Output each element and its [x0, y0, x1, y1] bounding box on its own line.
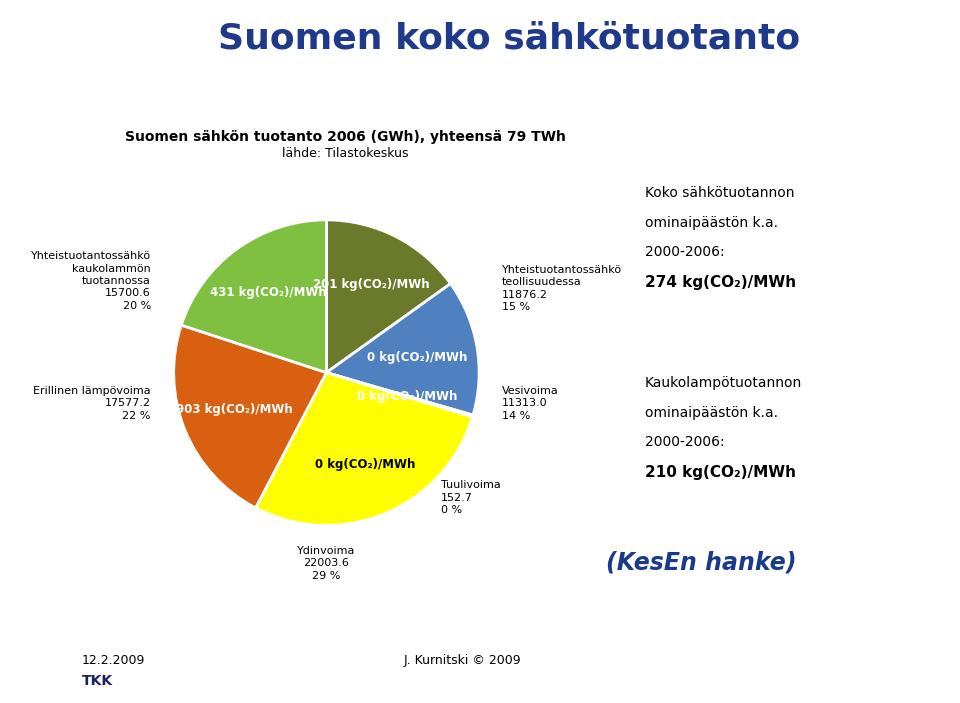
Text: 201 kg(CO₂)/MWh: 201 kg(CO₂)/MWh — [314, 278, 430, 291]
Text: (KesEn hanke): (KesEn hanke) — [606, 550, 796, 574]
Text: Suomen koko sähkötuotanto: Suomen koko sähkötuotanto — [218, 22, 800, 56]
Wedge shape — [326, 373, 473, 417]
Text: 431 kg(CO₂)/MWh: 431 kg(CO₂)/MWh — [209, 285, 326, 299]
Text: 2000-2006:: 2000-2006: — [645, 245, 725, 259]
Text: Tuulivoima
152.7
0 %: Tuulivoima 152.7 0 % — [441, 480, 501, 515]
Text: 0 kg(CO₂)/MWh: 0 kg(CO₂)/MWh — [367, 351, 467, 363]
Text: ominaipäästön k.a.: ominaipäästön k.a. — [645, 406, 779, 420]
Text: 12.2.2009: 12.2.2009 — [82, 654, 145, 667]
Text: 2000-2006:: 2000-2006: — [645, 435, 725, 449]
Text: Erillinen lämpövoima
17577.2
22 %: Erillinen lämpövoima 17577.2 22 % — [34, 386, 151, 420]
Wedge shape — [326, 283, 479, 415]
Text: Suomen sähkön tuotanto 2006 (GWh), yhteensä 79 TWh: Suomen sähkön tuotanto 2006 (GWh), yhtee… — [125, 130, 566, 144]
Wedge shape — [174, 325, 326, 508]
Text: J. Kurnitski © 2009: J. Kurnitski © 2009 — [403, 654, 521, 667]
Text: Yhteistuotantossähkö
teollisuudessa
11876.2
15 %: Yhteistuotantossähkö teollisuudessa 1187… — [502, 265, 622, 312]
Text: 0 kg(CO₂)/MWh: 0 kg(CO₂)/MWh — [357, 390, 457, 403]
Text: 903 kg(CO₂)/MWh: 903 kg(CO₂)/MWh — [176, 404, 293, 416]
Text: Koko sähkötuotannon: Koko sähkötuotannon — [645, 186, 795, 200]
Text: Yhteistuotantossähkö
kaukolammön
tuotannossa
15700.6
20 %: Yhteistuotantossähkö kaukolammön tuotann… — [31, 251, 151, 311]
Wedge shape — [255, 373, 472, 525]
Text: Vesivoima
11313.0
14 %: Vesivoima 11313.0 14 % — [502, 386, 559, 420]
Text: 0 kg(CO₂)/MWh: 0 kg(CO₂)/MWh — [315, 458, 415, 470]
Wedge shape — [181, 220, 326, 373]
Wedge shape — [326, 220, 450, 373]
Text: Kaukolampötuotannon: Kaukolampötuotannon — [645, 376, 803, 390]
Text: 210 kg(CO₂)/MWh: 210 kg(CO₂)/MWh — [645, 465, 796, 479]
Text: lähde: Tilastokeskus: lähde: Tilastokeskus — [282, 147, 409, 160]
Text: TKK: TKK — [82, 674, 112, 688]
Text: ominaipäästön k.a.: ominaipäästön k.a. — [645, 216, 779, 230]
Text: Ydinvoima
22003.6
29 %: Ydinvoima 22003.6 29 % — [298, 546, 355, 581]
Text: 274 kg(CO₂)/MWh: 274 kg(CO₂)/MWh — [645, 275, 796, 290]
